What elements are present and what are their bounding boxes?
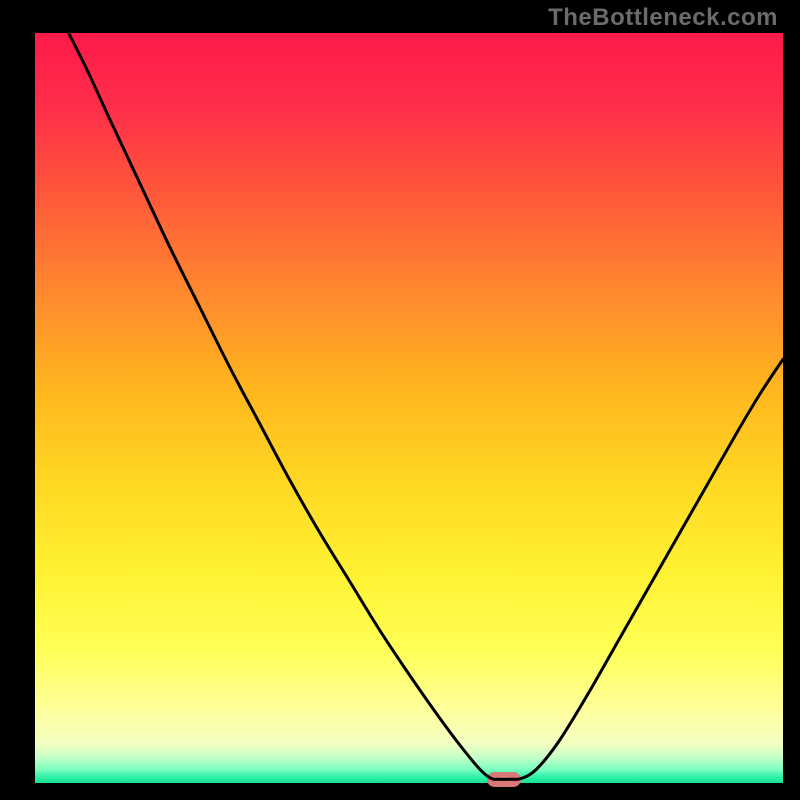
curve-path — [69, 33, 783, 779]
bottleneck-chart: TheBottleneck.com — [0, 0, 800, 800]
plot-area — [35, 33, 783, 783]
watermark-text: TheBottleneck.com — [548, 4, 778, 32]
bottleneck-curve — [35, 33, 783, 783]
